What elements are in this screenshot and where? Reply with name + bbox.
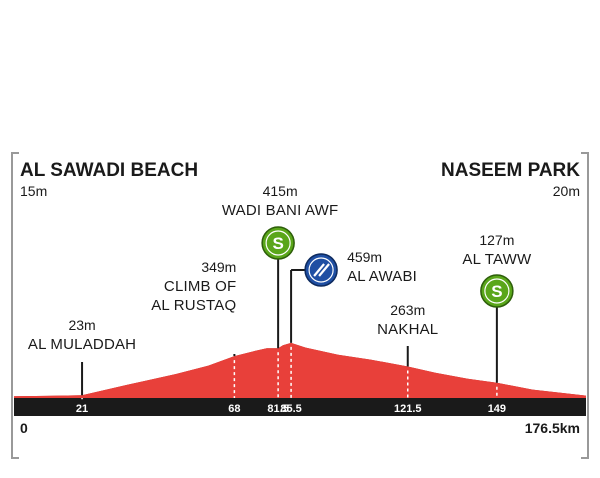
marker-name: CLIMB OF [164, 278, 236, 295]
km-tick-label: 149 [488, 403, 506, 415]
sprint-icon-letter: S [491, 282, 502, 301]
distance-track-band [14, 398, 586, 416]
km-tick-label: 81.5 [267, 403, 288, 415]
start-name: AL SAWADI BEACH [20, 160, 198, 181]
km-tick-label: 121.5 [394, 403, 422, 415]
km-tick-label: 21 [76, 403, 88, 415]
sprint-icon-ring [484, 278, 510, 304]
finish-altitude: 20m [553, 183, 580, 199]
marker-altitude: 263m [390, 302, 425, 318]
sprint-icon [480, 274, 514, 308]
finish-km: 176.5km [525, 420, 580, 436]
marker-altitude: 459m [347, 249, 382, 265]
marker-name: AL TAWW [462, 251, 532, 268]
start-altitude: 15m [20, 183, 47, 199]
marker-name: NAKHAL [377, 321, 438, 338]
frame-right-bracket [581, 152, 589, 459]
km-tick-label: 85.5 [280, 403, 301, 415]
marker-name: AL RUSTAQ [151, 297, 236, 314]
climb-icon [304, 253, 338, 287]
marker-name: AL MULADDAH [28, 336, 136, 353]
marker-altitude: 127m [479, 232, 514, 248]
marker-altitude: 349m [201, 259, 236, 275]
frame-left-bracket [11, 152, 19, 459]
climb-icon-ring [308, 257, 334, 283]
marker-altitude: 23m [68, 317, 95, 333]
marker-name: AL AWABI [347, 268, 417, 285]
sprint-icon-letter: S [272, 234, 283, 253]
start-km: 0 [20, 420, 28, 436]
marker-name: WADI BANI AWF [222, 202, 339, 219]
marker-altitude: 415m [263, 183, 298, 199]
sprint-icon [261, 226, 295, 260]
finish-name: NASEEM PARK [441, 160, 580, 181]
climb-icon-slashes [313, 263, 330, 277]
km-tick-label: 68 [228, 403, 240, 415]
elevation-profile-area [14, 342, 586, 398]
sprint-icon-ring [265, 230, 291, 256]
